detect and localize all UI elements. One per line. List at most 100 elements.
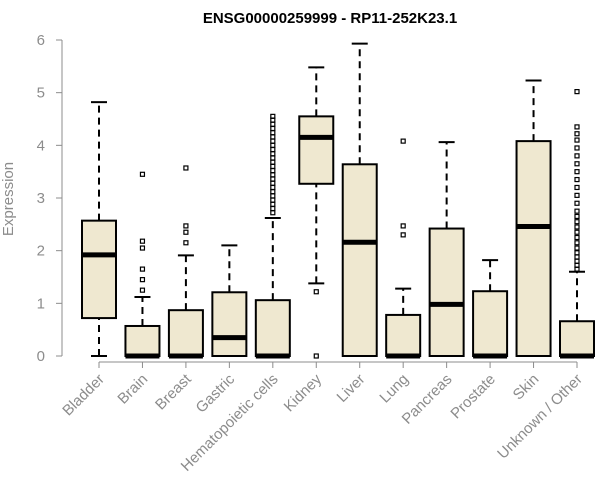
- outlier-point: [270, 155, 276, 161]
- outlier-point: [574, 234, 580, 241]
- outlier-point: [574, 224, 580, 230]
- outlier-point: [574, 145, 580, 151]
- outlier-point: [270, 146, 276, 153]
- outlier-point: [183, 165, 189, 171]
- outlier-point: [574, 229, 580, 235]
- outlier-point: [139, 266, 146, 272]
- outlier-point: [574, 254, 580, 260]
- outlier-point: [270, 205, 276, 212]
- box-iqr: [472, 290, 509, 357]
- box-iqr: [341, 163, 378, 357]
- outlier-point: [270, 184, 276, 191]
- outlier-point: [574, 240, 580, 246]
- outlier-point: [574, 208, 580, 214]
- x-tick-label-skin: Skin: [510, 371, 543, 404]
- x-tick-label-breast: Breast: [152, 370, 195, 413]
- box-iqr: [428, 227, 465, 357]
- outlier-point: [183, 240, 189, 246]
- outlier-point: [574, 137, 580, 143]
- box-unknown-other: [559, 89, 595, 359]
- outlier-point: [574, 192, 580, 198]
- outlier-point: [574, 213, 580, 220]
- outlier-point: [574, 219, 580, 225]
- outlier-point: [270, 113, 276, 119]
- box-skin: [515, 79, 552, 357]
- x-tick-label-lung: Lung: [376, 371, 412, 407]
- outlier-point: [270, 197, 276, 203]
- outlier-point: [270, 201, 276, 207]
- outlier-point: [270, 189, 276, 195]
- y-tick-label: 5: [37, 85, 45, 102]
- outlier-point: [270, 134, 276, 140]
- outlier-point: [270, 172, 276, 178]
- chart-title: ENSG00000259999 - RP11-252K23.1: [203, 10, 457, 27]
- outlier-point: [400, 223, 406, 229]
- outlier-point: [270, 121, 276, 127]
- outlier-point: [400, 232, 406, 238]
- outlier-point: [270, 193, 276, 199]
- outlier-point: [400, 138, 406, 144]
- x-tick-label-brain: Brain: [114, 371, 151, 408]
- outlier-point: [270, 176, 276, 182]
- box-iqr: [385, 313, 422, 358]
- x-tick-label-prostate: Prostate: [447, 371, 499, 423]
- outlier-point: [183, 223, 189, 229]
- y-tick-label: 6: [37, 32, 45, 49]
- outlier-point: [270, 168, 276, 174]
- outlier-point: [139, 171, 146, 177]
- outlier-point: [574, 258, 580, 264]
- box-brain: [124, 171, 161, 359]
- outlier-point: [270, 125, 276, 132]
- y-tick-label: 2: [37, 243, 45, 260]
- outlier-point: [139, 287, 146, 293]
- outlier-point: [139, 238, 146, 244]
- outlier-point: [313, 289, 319, 295]
- outlier-point: [139, 277, 146, 283]
- y-tick-label: 0: [37, 348, 45, 365]
- x-tick-label-kidney: Kidney: [281, 370, 326, 415]
- box-series: [81, 42, 595, 359]
- box-iqr: [211, 291, 248, 358]
- box-iqr: [515, 140, 552, 357]
- outlier-point: [270, 130, 276, 136]
- box-iqr: [167, 309, 204, 357]
- outlier-point: [574, 89, 580, 95]
- outlier-point: [574, 245, 580, 251]
- box-pancreas: [428, 141, 465, 357]
- outlier-point: [574, 250, 580, 256]
- box-iqr: [559, 320, 595, 357]
- outlier-point: [313, 353, 319, 359]
- box-iqr: [298, 115, 335, 185]
- outlier-point: [574, 153, 580, 159]
- box-prostate: [472, 259, 509, 359]
- outlier-point: [270, 180, 276, 186]
- outlier-point: [139, 245, 146, 251]
- y-axis-label: Expression: [0, 162, 17, 236]
- box-iqr: [124, 324, 161, 358]
- box-hematopoietic-cells: [254, 113, 291, 359]
- outlier-point: [270, 142, 276, 148]
- box-liver: [341, 42, 378, 357]
- outlier-point: [574, 124, 580, 130]
- box-kidney: [298, 66, 335, 359]
- box-lung: [385, 138, 422, 359]
- outlier-point: [574, 131, 580, 137]
- outlier-point: [270, 163, 276, 169]
- y-axis: 0 1 2 3 4 5 6: [37, 32, 63, 365]
- outlier-point: [270, 138, 276, 144]
- outlier-point: [574, 161, 580, 167]
- y-tick-label: 1: [37, 295, 45, 312]
- outlier-point: [574, 169, 580, 175]
- outlier-point: [270, 210, 276, 216]
- box-breast: [167, 165, 204, 359]
- outlier-point: [574, 184, 580, 191]
- x-tick-label-liver: Liver: [334, 371, 369, 406]
- box-iqr: [81, 219, 117, 320]
- outlier-point: [270, 151, 276, 157]
- x-tick-label-bladder: Bladder: [59, 371, 108, 420]
- box-iqr: [254, 299, 291, 358]
- outlier-point: [574, 176, 580, 183]
- outlier-point: [183, 229, 189, 235]
